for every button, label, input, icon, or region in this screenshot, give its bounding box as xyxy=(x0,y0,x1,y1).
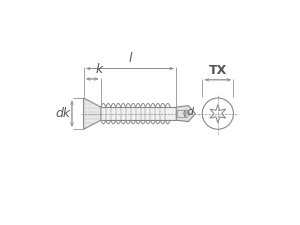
Text: TX: TX xyxy=(209,64,227,77)
Polygon shape xyxy=(101,107,176,120)
Text: k: k xyxy=(96,63,103,76)
Polygon shape xyxy=(176,106,195,122)
Polygon shape xyxy=(84,98,101,129)
Text: l: l xyxy=(128,52,132,65)
Text: d: d xyxy=(186,107,194,117)
Text: dk: dk xyxy=(56,107,71,120)
